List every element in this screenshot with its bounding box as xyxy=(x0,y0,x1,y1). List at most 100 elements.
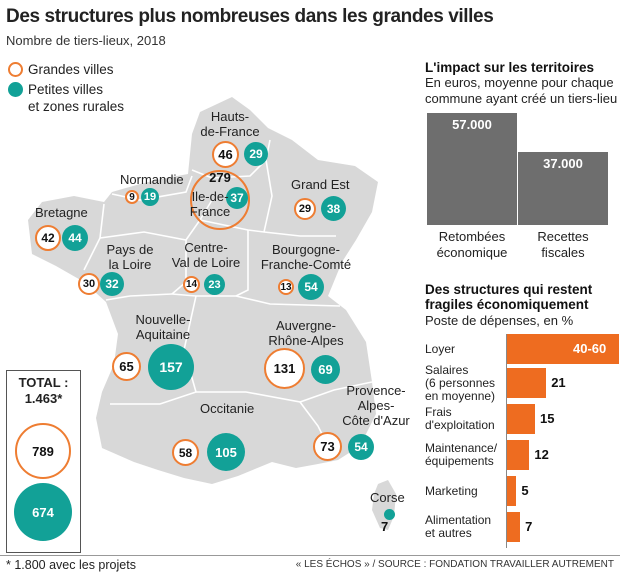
chart-title: Des structures plus nombreuses dans les … xyxy=(6,6,494,27)
expenses-axis-line xyxy=(506,334,507,548)
circle-big-auvergne-rhone-alpes: 131 xyxy=(264,348,305,389)
expenses-bar xyxy=(507,476,517,506)
expenses-bar-value: 12 xyxy=(534,447,549,462)
circle-small-ile-de-france: 37 xyxy=(226,187,248,209)
chart-subtitle: Nombre de tiers-lieux, 2018 xyxy=(6,33,166,48)
expenses-bar-value: 15 xyxy=(540,411,555,426)
region-name-line: Ile-de- xyxy=(191,189,229,204)
region-name-line: France xyxy=(189,204,231,219)
region-name-line: Bourgogne- xyxy=(272,242,340,257)
expenses-bar-value: 5 xyxy=(521,483,529,498)
impact-bar-label: Recettes fiscales xyxy=(537,229,589,260)
region-label-nouvelle-aquitaine: Nouvelle- Aquitaine xyxy=(128,312,198,342)
region-label-corse: Corse xyxy=(370,490,405,505)
circle-big-centre-val-de-loire: 14 xyxy=(183,276,200,293)
region-label-auvergne-rhone-alpes: Auvergne- Rhône-Alpes xyxy=(264,318,348,348)
region-name-line: Rhône-Alpes xyxy=(268,333,344,348)
circle-small-corse xyxy=(384,509,395,520)
region-label-pays-de-la-loire: Pays de la Loire xyxy=(100,242,160,272)
region-label-normandie: Normandie xyxy=(120,172,184,187)
expenses-bar xyxy=(507,404,535,434)
circle-big-occitanie: 58 xyxy=(172,439,199,466)
region-name-line: Franche-Comté xyxy=(260,257,352,272)
region-name-line: Auvergne- xyxy=(276,318,336,333)
expenses-bar xyxy=(507,368,547,398)
circle-small-bourgogne-franche-comte: 54 xyxy=(298,274,324,300)
circle-small-normandie: 19 xyxy=(141,188,159,206)
region-label-ile-de-france: Ile-de- France xyxy=(186,189,234,219)
legend-teal-dot-icon xyxy=(8,82,23,97)
region-label-hauts-de-france: Hauts- de-France xyxy=(200,109,260,139)
region-name-line: Val de Loire xyxy=(171,255,241,270)
region-name-line: Alpes- xyxy=(357,398,395,413)
region-label-bretagne: Bretagne xyxy=(35,205,88,220)
fragile-title-2: fragiles économiquement xyxy=(425,297,589,312)
expenses-bar xyxy=(507,440,530,470)
expenses-bar-label: Salaires (6 personnes en moyenne) xyxy=(425,362,496,403)
region-name-line: Hauts- xyxy=(210,109,250,124)
big-value-ile-de-france: 279 xyxy=(209,170,231,185)
region-name-line: Pays de xyxy=(106,242,154,257)
region-label-occitanie: Occitanie xyxy=(200,401,255,416)
circle-small-bretagne: 44 xyxy=(62,225,88,251)
circle-small-pays-de-la-loire: 32 xyxy=(100,272,124,296)
circle-small-grand-est: 38 xyxy=(321,196,346,221)
expenses-bar-label: Marketing xyxy=(425,483,478,498)
circle-big-pays-de-la-loire: 30 xyxy=(78,273,100,295)
region-name-line: Côte d'Azur xyxy=(342,413,410,428)
region-name-line: Centre- xyxy=(184,240,228,255)
expenses-bar-value: 21 xyxy=(551,375,566,390)
circle-big-grand-est: 29 xyxy=(294,198,316,220)
impact-bar xyxy=(427,113,517,225)
footer-note: * 1.800 avec les projets xyxy=(6,558,136,572)
footer-source: « LES ÉCHOS » / SOURCE : FONDATION TRAVA… xyxy=(295,559,614,570)
expenses-bar-label: Frais d'exploitation xyxy=(425,405,495,432)
region-label-paca: Provence- Alpes- Côte d'Azur xyxy=(338,383,414,428)
impact-bar-value: 57.000 xyxy=(452,117,492,132)
expenses-bar-label: Loyer xyxy=(425,341,456,356)
impact-desc-2: commune ayant créé un tiers-lieu xyxy=(425,91,618,106)
small-value-corse: 7 xyxy=(381,519,389,534)
expenses-bar xyxy=(507,334,619,364)
legend-small-cities-label-2: et zones rurales xyxy=(28,99,125,114)
fragile-desc: Poste de dépenses, en % xyxy=(425,313,574,328)
region-label-centre-val-de-loire: Centre- Val de Loire xyxy=(166,240,246,270)
circle-small-occitanie: 105 xyxy=(207,433,245,471)
circle-big-hauts-de-france: 46 xyxy=(212,141,239,168)
expenses-bar-value: 7 xyxy=(525,519,533,534)
circle-small-auvergne-rhone-alpes: 69 xyxy=(311,355,340,384)
total-label: TOTAL : xyxy=(18,375,69,390)
total-circle-big: 789 xyxy=(15,423,71,479)
fragile-title-1: Des structures qui restent xyxy=(425,282,593,297)
legend-orange-ring-icon xyxy=(8,62,23,77)
total-value: 1.463* xyxy=(24,391,63,406)
region-name-line: Nouvelle- xyxy=(135,312,191,327)
region-name-line: Aquitaine xyxy=(135,327,191,342)
circle-small-paca: 54 xyxy=(348,434,374,460)
total-box: TOTAL : 1.463* 789 674 xyxy=(6,370,81,553)
circle-small-nouvelle-aquitaine: 157 xyxy=(148,344,194,390)
impact-title: L'impact sur les territoires xyxy=(425,60,595,75)
circle-small-centre-val-de-loire: 23 xyxy=(204,274,225,295)
legend-small-cities-label-1: Petites villes xyxy=(28,82,104,97)
footer-divider xyxy=(0,555,620,556)
expenses-bar-label: Alimentation et autres xyxy=(425,513,492,540)
circle-big-normandie: 9 xyxy=(125,190,139,204)
circle-big-ile-de-france xyxy=(190,170,250,230)
region-label-grand-est: Grand Est xyxy=(291,177,350,192)
total-circle-small: 674 xyxy=(14,483,72,541)
region-label-bourgogne-franche-comte: Bourgogne- Franche-Comté xyxy=(256,242,356,272)
impact-bar-value: 37.000 xyxy=(543,156,583,172)
circle-big-bourgogne-franche-comte: 13 xyxy=(278,279,294,295)
region-name-line: de-France xyxy=(200,124,260,139)
region-name-line: la Loire xyxy=(108,257,152,272)
circle-big-nouvelle-aquitaine: 65 xyxy=(112,352,141,381)
expenses-bar-label: Maintenance/équipements xyxy=(425,441,498,468)
impact-bar xyxy=(518,152,608,225)
circle-big-bretagne: 42 xyxy=(35,225,61,251)
expenses-bar-value: 40-60 xyxy=(573,341,607,356)
circle-small-hauts-de-france: 29 xyxy=(244,142,268,166)
legend-big-cities-label: Grandes villes xyxy=(28,62,114,77)
